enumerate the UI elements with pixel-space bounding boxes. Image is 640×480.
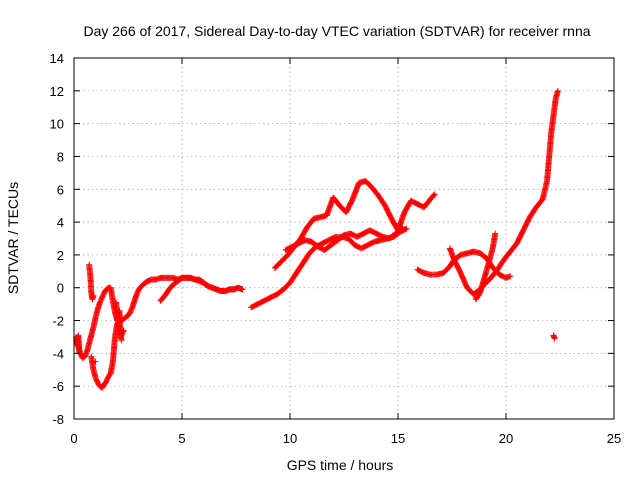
data-point [399,224,406,231]
x-tick-label: 0 [70,431,77,446]
data-point [90,292,97,299]
chart-title: Day 266 of 2017, Sidereal Day-to-day VTE… [83,23,590,39]
data-point [431,191,438,198]
y-tick-label: 2 [57,248,64,263]
data-point [430,192,437,199]
x-tick-label: 20 [499,431,513,446]
x-tick-label: 15 [391,431,405,446]
plot-frame [73,57,615,420]
y-axis-label: SDTVAR / TECUs [5,182,21,294]
data-point [118,337,125,344]
data-series [472,230,558,342]
data-series [446,87,561,298]
y-tick-label: 8 [57,149,64,164]
grid [74,58,614,419]
data-point [398,224,405,231]
y-tick-label: 14 [50,51,64,66]
x-tick-label: 10 [283,431,297,446]
data-series [157,274,246,304]
y-tick-label: 12 [50,84,64,99]
y-tick-label: 4 [57,215,64,230]
y-tick-label: -6 [52,379,64,394]
x-axis-label: GPS time / hours [287,457,394,473]
data-point [554,87,561,94]
y-tick-label: -8 [52,412,64,427]
axis-ticks: 0 5 10 15 20 25 -8 -6 -4 -2 0 2 4 6 8 10 12 14 [50,51,622,446]
y-tick-label: 10 [50,117,64,132]
data-point [92,358,99,365]
data-point [492,230,499,237]
data-series [282,224,406,253]
data-series [73,261,125,365]
data-point [402,226,409,233]
y-tick-label: -4 [52,346,64,361]
data-point [507,273,514,280]
data-points [73,87,561,391]
y-tick-label: 6 [57,182,64,197]
data-point [403,225,410,232]
x-tick-label: 25 [607,431,621,446]
data-point [551,335,558,342]
y-tick-label: -2 [52,314,64,329]
x-tick-label: 5 [178,431,185,446]
data-series [414,248,514,281]
y-tick-label: 0 [57,281,64,296]
data-point [239,286,246,293]
